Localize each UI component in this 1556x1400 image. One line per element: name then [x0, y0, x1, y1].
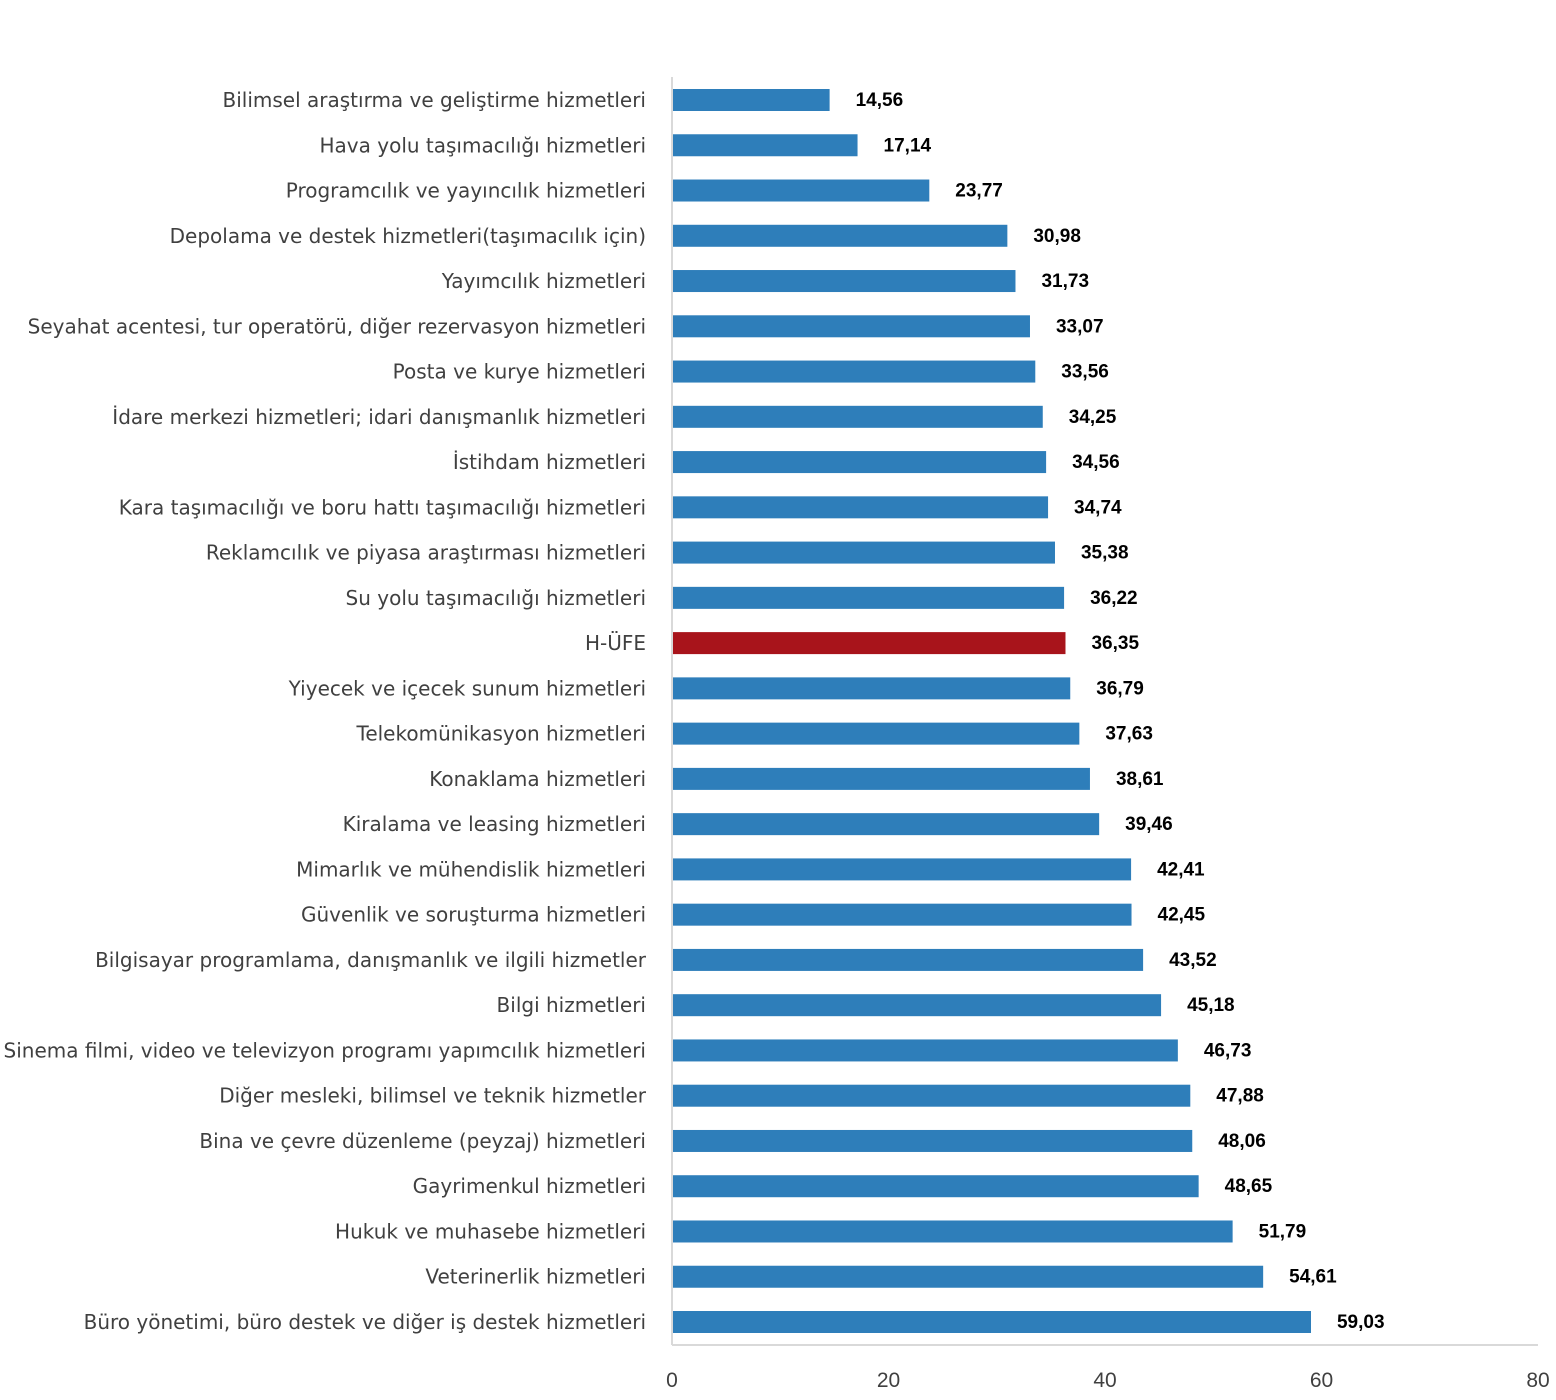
- bar: [672, 858, 1132, 881]
- data-label: 30,98: [1033, 226, 1081, 247]
- category-label: İstihdam hizmetleri: [453, 450, 646, 474]
- data-label: 31,73: [1041, 271, 1089, 292]
- bar: [672, 179, 930, 202]
- bar: [672, 1084, 1191, 1107]
- category-label: Konaklama hizmetleri: [429, 767, 646, 791]
- data-label: 37,63: [1105, 724, 1153, 745]
- bar: [672, 315, 1030, 338]
- category-label: Yayımcılık hizmetleri: [441, 269, 646, 293]
- category-label: Mimarlık ve mühendislik hizmetleri: [296, 857, 646, 881]
- bar: [672, 134, 858, 157]
- data-label: 48,06: [1218, 1131, 1266, 1152]
- category-label: Kara taşımacılığı ve boru hattı taşımacı…: [119, 495, 646, 519]
- data-label: 45,18: [1187, 995, 1235, 1016]
- bar-highlight: [672, 632, 1066, 655]
- data-label: 36,22: [1090, 588, 1138, 609]
- data-label: 47,88: [1216, 1086, 1264, 1107]
- category-label: Bina ve çevre düzenleme (peyzaj) hizmetl…: [199, 1129, 646, 1153]
- data-label: 34,25: [1069, 407, 1117, 428]
- bar: [672, 451, 1047, 474]
- category-label: H-ÜFE: [585, 631, 646, 655]
- data-label: 46,73: [1204, 1040, 1252, 1061]
- x-tick-label: 40: [1093, 1369, 1116, 1392]
- bar: [672, 405, 1043, 428]
- data-label: 34,56: [1072, 452, 1120, 473]
- bar: [672, 360, 1036, 383]
- data-label: 36,79: [1096, 678, 1144, 699]
- bar: [672, 496, 1049, 519]
- category-label: Seyahat acentesi, tur operatörü, diğer r…: [28, 314, 646, 338]
- data-label: 23,77: [955, 181, 1003, 202]
- bar: [672, 948, 1144, 971]
- category-label: Güvenlik ve soruşturma hizmetleri: [301, 903, 646, 927]
- category-label: Diğer mesleki, bilimsel ve teknik hizmet…: [219, 1084, 647, 1108]
- bar: [672, 677, 1071, 700]
- bar: [672, 722, 1080, 745]
- category-label: Büro yönetimi, büro destek ve diğer iş d…: [84, 1310, 646, 1334]
- bar: [672, 541, 1055, 564]
- data-label: 35,38: [1081, 543, 1129, 564]
- bar: [672, 1265, 1264, 1288]
- x-tick-label: 0: [666, 1369, 678, 1392]
- data-label: 42,45: [1158, 905, 1206, 926]
- x-tick-label: 20: [877, 1369, 900, 1392]
- bar: [672, 1220, 1233, 1243]
- data-label: 59,03: [1337, 1312, 1385, 1333]
- category-label: Gayrimenkul hizmetleri: [413, 1174, 646, 1198]
- bar: [672, 994, 1162, 1017]
- bar: [672, 1129, 1193, 1152]
- bar: [672, 270, 1016, 293]
- bar: [672, 1039, 1178, 1062]
- bar: [672, 813, 1100, 836]
- data-label: 33,07: [1056, 316, 1104, 337]
- category-label: Reklamcılık ve piyasa araştırması hizmet…: [206, 541, 646, 565]
- data-label: 17,14: [884, 135, 932, 156]
- bar: [672, 767, 1090, 790]
- bar: [672, 586, 1065, 609]
- category-label: Kiralama ve leasing hizmetleri: [343, 812, 646, 836]
- data-label: 36,35: [1091, 633, 1139, 654]
- data-label: 51,79: [1259, 1221, 1307, 1242]
- bar: [672, 89, 830, 111]
- data-label: 14,56: [856, 90, 904, 111]
- category-label: Depolama ve destek hizmetleri(taşımacılı…: [170, 224, 646, 248]
- category-label: Programcılık ve yayıncılık hizmetleri: [286, 179, 646, 203]
- category-label: Posta ve kurye hizmetleri: [393, 360, 646, 384]
- data-label: 38,61: [1116, 769, 1164, 790]
- bar: [672, 224, 1008, 247]
- bar: [672, 1175, 1199, 1198]
- category-label: Su yolu taşımacılığı hizmetleri: [346, 586, 646, 610]
- category-label: Sinema filmi, video ve televizyon progra…: [4, 1038, 646, 1062]
- data-label: 42,41: [1157, 859, 1205, 880]
- data-label: 34,74: [1074, 497, 1122, 518]
- bar: [672, 1311, 1311, 1333]
- data-label: 39,46: [1125, 814, 1173, 835]
- x-tick-label: 60: [1310, 1369, 1333, 1392]
- category-label: İdare merkezi hizmetleri; idari danışman…: [112, 405, 646, 429]
- data-label: 54,61: [1289, 1267, 1337, 1288]
- x-tick-label: 80: [1526, 1369, 1549, 1392]
- category-label: Hukuk ve muhasebe hizmetleri: [335, 1219, 646, 1243]
- category-label: Bilgisayar programlama, danışmanlık ve i…: [95, 948, 647, 972]
- category-label: Hava yolu taşımacılığı hizmetleri: [320, 133, 647, 157]
- category-label: Yiyecek ve içecek sunum hizmetleri: [288, 676, 646, 700]
- category-label: Veterinerlik hizmetleri: [425, 1265, 646, 1289]
- bar: [672, 903, 1132, 926]
- category-label: Telekomünikasyon hizmetleri: [356, 722, 647, 746]
- category-label: Bilgi hizmetleri: [497, 993, 646, 1017]
- data-label: 43,52: [1169, 950, 1217, 971]
- data-label: 48,65: [1225, 1176, 1273, 1197]
- data-label: 33,56: [1061, 362, 1109, 383]
- category-label: Bilimsel araştırma ve geliştirme hizmetl…: [223, 88, 646, 112]
